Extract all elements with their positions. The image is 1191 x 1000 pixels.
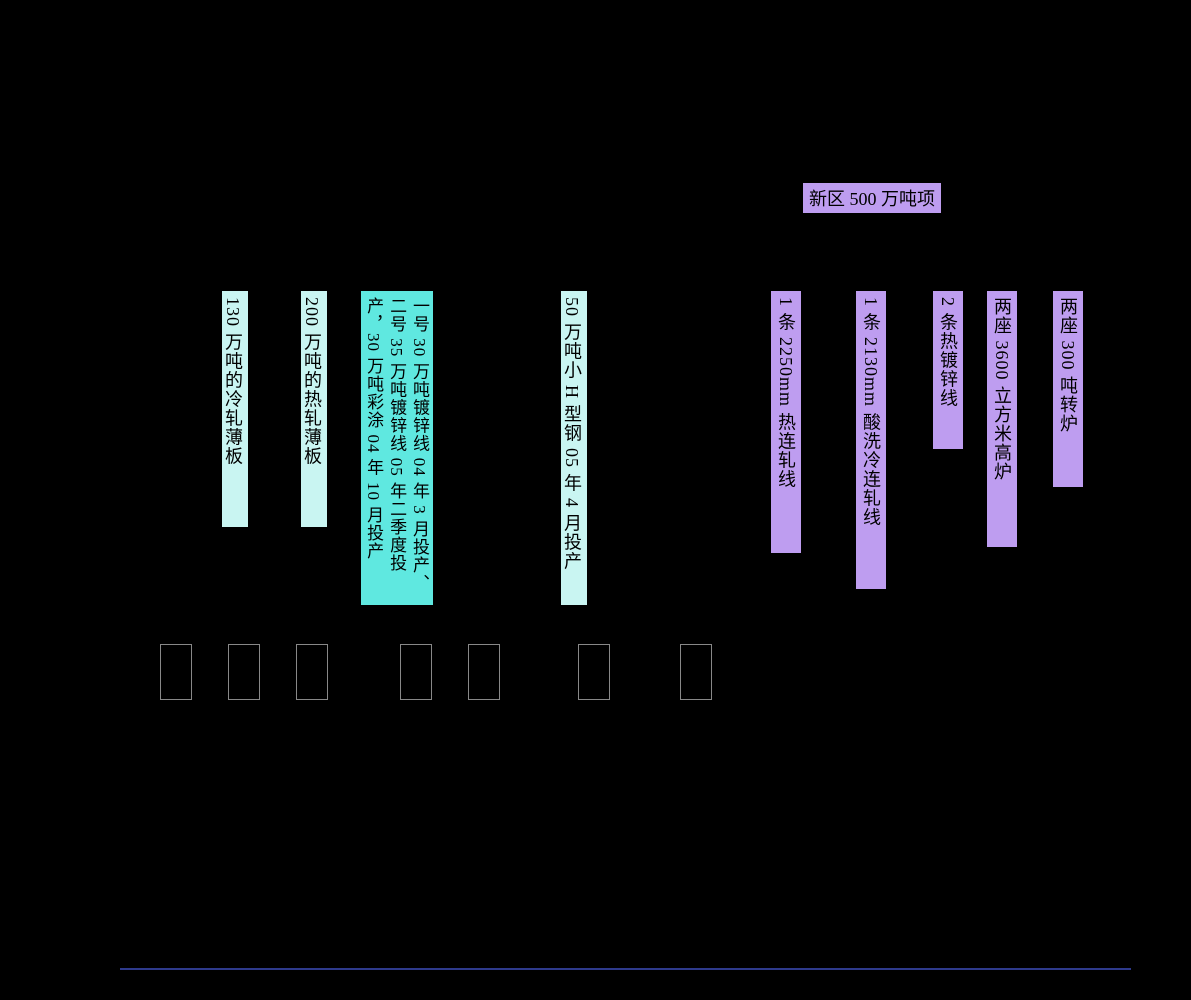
small-box-2 xyxy=(228,644,260,700)
box-h-steel: 50 万吨小 H 型钢 05 年 4 月投产 xyxy=(560,290,588,606)
box-2250: 1 条 2250mm 热连轧线 xyxy=(770,290,802,554)
small-box-1 xyxy=(160,644,192,700)
box-2130: 1 条 2130mm 酸洗冷连轧线 xyxy=(855,290,887,590)
box-200: 200 万吨的热轧薄板 xyxy=(300,290,328,528)
small-box-4 xyxy=(400,644,432,700)
box-blast-furnace: 两座 3600 立方米高炉 xyxy=(986,290,1018,548)
box-converter: 两座 300 吨转炉 xyxy=(1052,290,1084,488)
box-2130-label: 1 条 2130mm 酸洗冷连轧线 xyxy=(861,297,881,527)
header-new-zone: 新区 500 万吨项 xyxy=(802,182,942,214)
box-130: 130 万吨的冷轧薄板 xyxy=(221,290,249,528)
small-box-5 xyxy=(468,644,500,700)
box-zinc2-label: 2 条热镀锌线 xyxy=(938,297,958,408)
box-zinc2: 2 条热镀锌线 xyxy=(932,290,964,450)
box-bf-label: 两座 3600 立方米高炉 xyxy=(992,297,1012,481)
box-200-label: 200 万吨的热轧薄板 xyxy=(302,297,322,466)
footer-divider xyxy=(120,968,1131,970)
small-box-6 xyxy=(578,644,610,700)
header-label: 新区 500 万吨项 xyxy=(809,189,935,209)
small-box-3 xyxy=(296,644,328,700)
box-h-steel-label: 50 万吨小 H 型钢 05 年 4 月投产 xyxy=(562,297,582,571)
box-130-label: 130 万吨的冷轧薄板 xyxy=(223,297,243,466)
box-zinc-label: 一号 30 万吨镀锌线 04 年 3 月投产、二号 35 万吨镀锌线 05 年二… xyxy=(364,297,429,592)
box-2250-label: 1 条 2250mm 热连轧线 xyxy=(776,297,796,489)
box-conv-label: 两座 300 吨转炉 xyxy=(1058,297,1078,433)
box-zinc-lines: 一号 30 万吨镀锌线 04 年 3 月投产、二号 35 万吨镀锌线 05 年二… xyxy=(360,290,434,606)
small-box-7 xyxy=(680,644,712,700)
